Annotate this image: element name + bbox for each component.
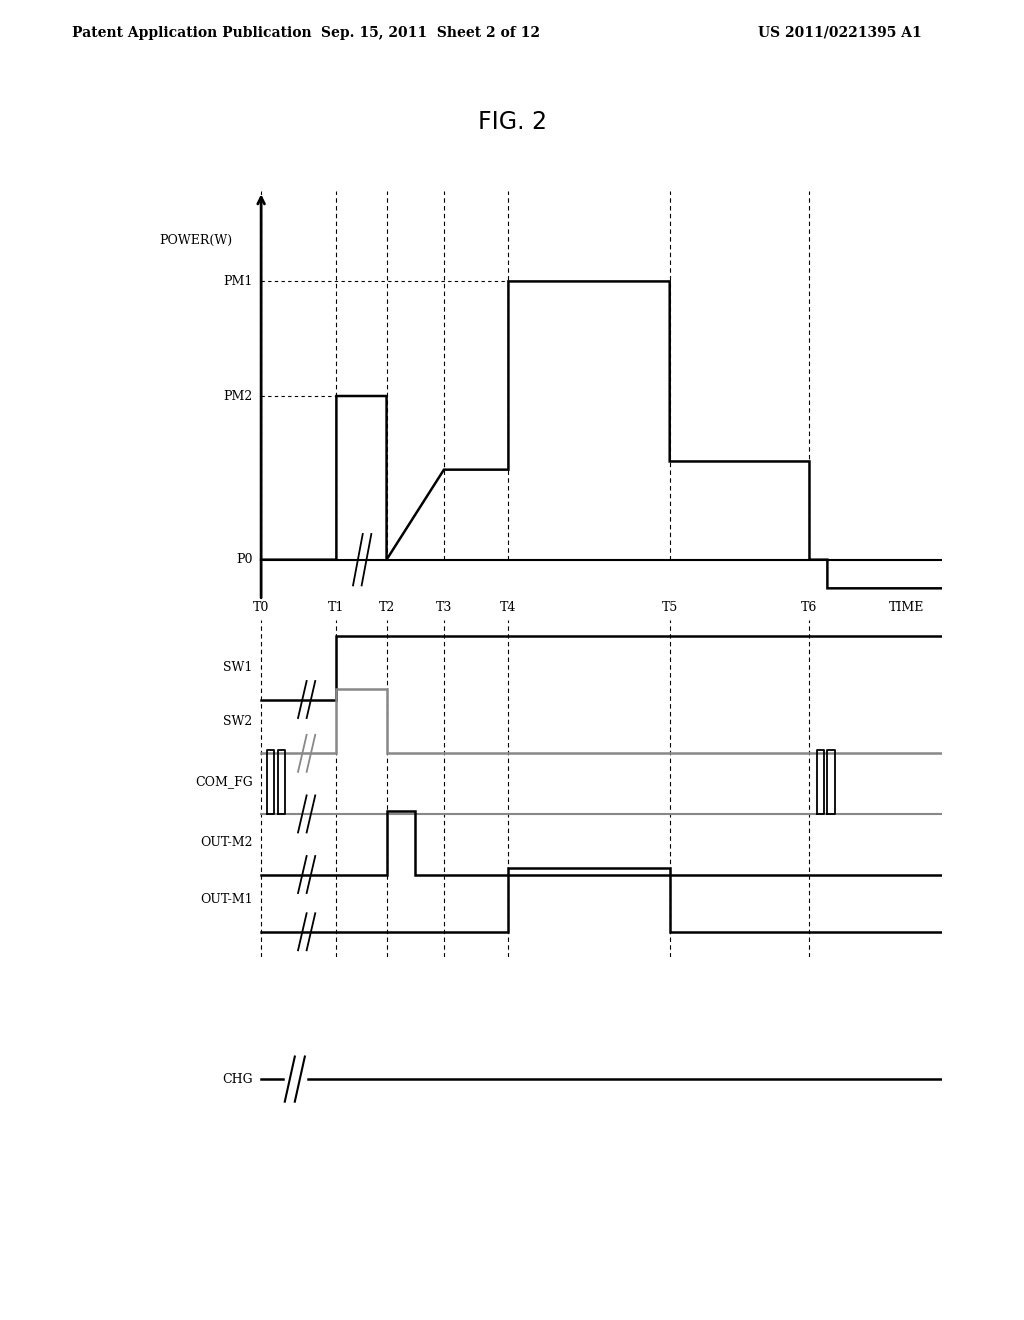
Text: Sep. 15, 2011  Sheet 2 of 12: Sep. 15, 2011 Sheet 2 of 12	[321, 26, 540, 40]
Text: T6: T6	[802, 601, 817, 614]
Text: T0: T0	[253, 601, 269, 614]
Text: PM1: PM1	[223, 275, 253, 288]
Text: FIG. 2: FIG. 2	[477, 110, 547, 135]
Text: T2: T2	[379, 601, 394, 614]
Text: TIME: TIME	[889, 601, 924, 614]
Text: CHG: CHG	[222, 1073, 253, 1085]
Text: P0: P0	[236, 553, 253, 566]
Text: PM2: PM2	[223, 389, 253, 403]
Text: COM_FG: COM_FG	[195, 775, 253, 788]
Text: SW2: SW2	[223, 715, 253, 727]
Text: OUT-M2: OUT-M2	[200, 836, 253, 849]
Text: T5: T5	[662, 601, 678, 614]
Text: T3: T3	[436, 601, 452, 614]
Text: POWER(W): POWER(W)	[160, 234, 232, 247]
Text: T1: T1	[329, 601, 344, 614]
Text: OUT-M1: OUT-M1	[200, 894, 253, 907]
Text: Patent Application Publication: Patent Application Publication	[72, 26, 311, 40]
Text: US 2011/0221395 A1: US 2011/0221395 A1	[758, 26, 922, 40]
Text: SW1: SW1	[223, 661, 253, 675]
Text: T4: T4	[501, 601, 516, 614]
